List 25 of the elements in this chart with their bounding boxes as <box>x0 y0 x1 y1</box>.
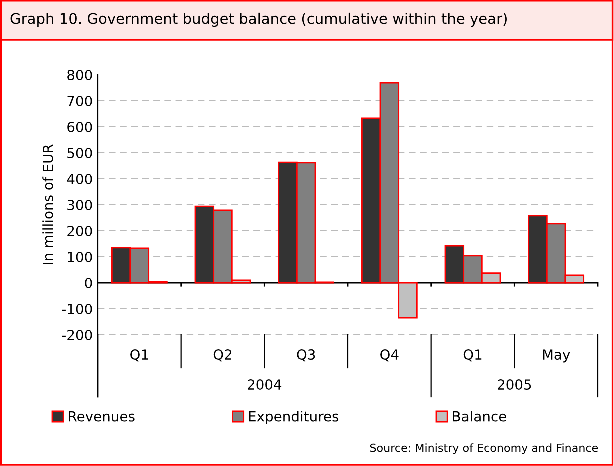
y-tick-label: -200 <box>62 330 92 340</box>
x-tick-label: May <box>543 350 570 363</box>
y-tick-label: 800 <box>68 70 92 80</box>
x-tick-label: Q3 <box>297 350 316 362</box>
y-axis-title: In millions of EUR <box>42 144 54 264</box>
legend-label: Expenditures <box>249 411 339 424</box>
source-note: Source: Ministry of Economy and Finance <box>370 444 598 454</box>
x-tick-label: Q1 <box>464 350 482 362</box>
y-tick-label: -100 <box>62 304 92 314</box>
legend-label: Revenues <box>69 411 135 422</box>
text: 2004 <box>248 380 282 390</box>
x-tick-label: Q4 <box>380 350 399 362</box>
legend-label: Balance <box>453 411 506 422</box>
chart-title: Graph 10. Government budget balance (cumulative within the year) <box>10 12 507 28</box>
x-tick-label: Q1 <box>130 350 148 362</box>
text: 2005 <box>498 380 532 390</box>
y-tick-label: 600 <box>68 122 92 132</box>
y-tick-label: 400 <box>67 174 92 184</box>
y-tick-label: 200 <box>68 226 92 236</box>
y-tick-label: 500 <box>68 148 92 158</box>
x-tick-label: Q2 <box>214 350 232 362</box>
y-tick-label: 100 <box>68 252 92 262</box>
y-tick-label: 300 <box>68 200 92 210</box>
y-tick-label: 700 <box>68 96 92 106</box>
y-tick-label: 0 <box>85 278 92 288</box>
